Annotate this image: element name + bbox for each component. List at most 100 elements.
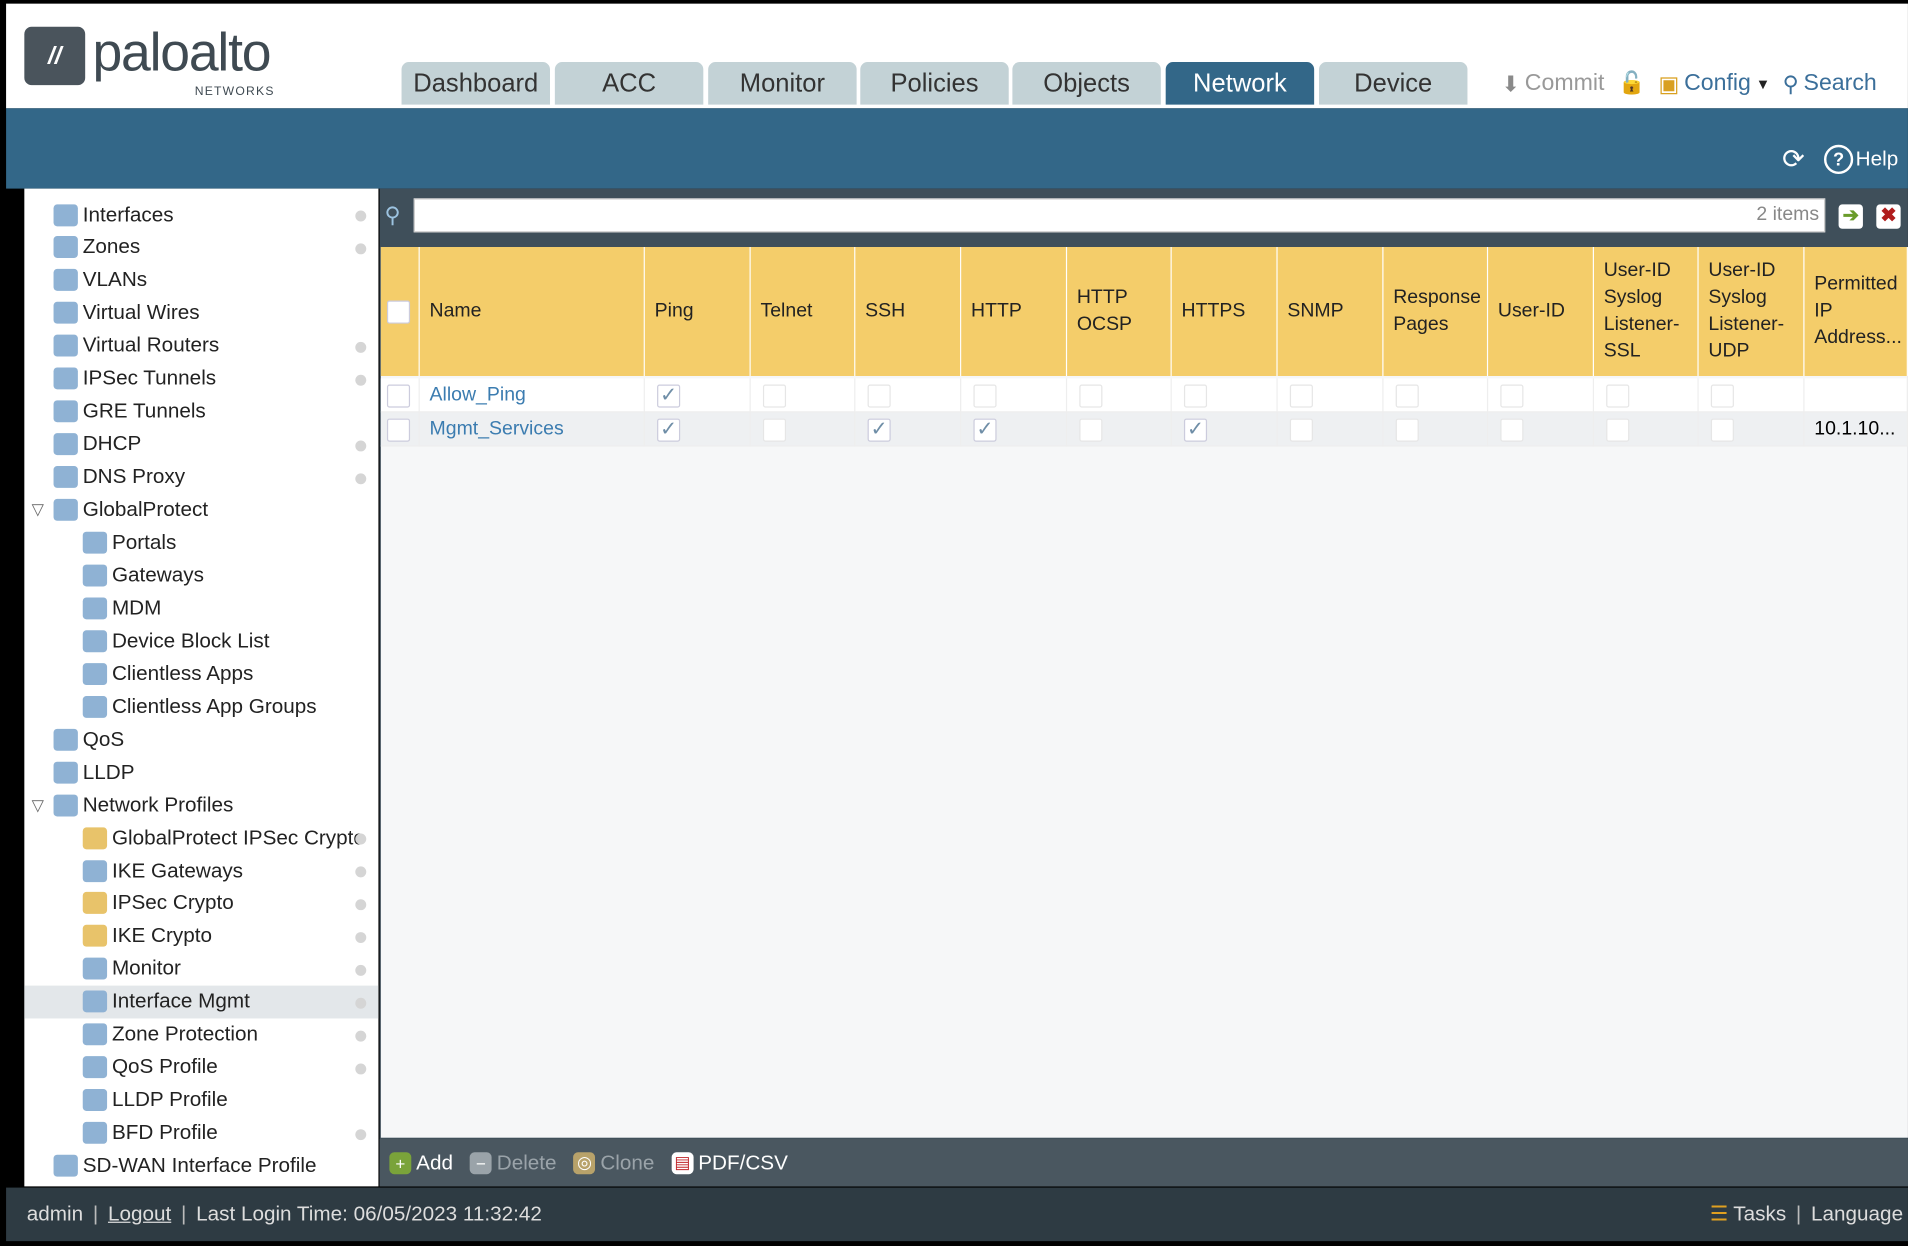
row-checkbox[interactable] bbox=[386, 417, 411, 442]
sidebar-item-zones[interactable]: Zones bbox=[24, 231, 378, 264]
sidebar-item-vlans[interactable]: VLANs bbox=[24, 264, 378, 297]
sidebar-item-ike-gateways[interactable]: IKE Gateways bbox=[24, 854, 378, 887]
device-block-list-icon bbox=[82, 630, 108, 653]
column-header[interactable]: Response Pages bbox=[1383, 247, 1489, 376]
unchecked-checkbox-icon bbox=[1183, 383, 1208, 408]
tab-dashboard[interactable]: Dashboard bbox=[401, 62, 550, 105]
sidebar-item-ipsec-crypto[interactable]: IPSec Crypto bbox=[24, 887, 378, 920]
check-cell bbox=[1067, 412, 1172, 447]
column-header[interactable]: HTTP bbox=[961, 247, 1068, 376]
table-row[interactable]: Mgmt_Services ✓ ✓ ✓ ✓ 10.1.10... bbox=[380, 412, 1908, 447]
check-cell bbox=[1594, 412, 1699, 447]
sidebar-item-globalprotect-ipsec-crypto[interactable]: GlobalProtect IPSec Crypto bbox=[24, 821, 378, 854]
clear-filter-icon[interactable]: ✖ bbox=[1876, 204, 1901, 229]
table-row[interactable]: Allow_Ping ✓ bbox=[380, 378, 1908, 413]
sidebar-item-virtual-routers[interactable]: Virtual Routers bbox=[24, 330, 378, 363]
search-label: Search bbox=[1803, 70, 1877, 97]
checked-checkbox-icon: ✓ bbox=[1183, 417, 1208, 442]
tasks-link[interactable]: ☰ Tasks bbox=[1710, 1202, 1786, 1226]
select-all-checkbox[interactable] bbox=[386, 299, 411, 324]
sidebar-item-dhcp[interactable]: DHCP bbox=[24, 428, 378, 461]
column-header[interactable]: User-ID Syslog Listener-SSL bbox=[1594, 247, 1699, 376]
sidebar-item-clientless-apps[interactable]: Clientless Apps bbox=[24, 657, 378, 690]
sidebar-item-lldp-profile[interactable]: LLDP Profile bbox=[24, 1084, 378, 1117]
tab-policies[interactable]: Policies bbox=[860, 62, 1009, 105]
tab-monitor[interactable]: Monitor bbox=[708, 62, 857, 105]
search-button[interactable]: ⚲ Search bbox=[1783, 71, 1877, 98]
action-bar: + Add − Delete ◎ Clone ▤ PDF/CSV bbox=[379, 1138, 1908, 1187]
checked-checkbox-icon: ✓ bbox=[973, 417, 997, 442]
sidebar-item-clientless-app-groups[interactable]: Clientless App Groups bbox=[24, 690, 378, 723]
sidebar-item-zone-protection[interactable]: Zone Protection bbox=[24, 1018, 378, 1051]
column-header[interactable]: Permitted IP Address... bbox=[1804, 247, 1908, 376]
help-link[interactable]: Help bbox=[1855, 147, 1899, 171]
sidebar-item-gre-tunnels[interactable]: GRE Tunnels bbox=[24, 395, 378, 428]
tab-network[interactable]: Network bbox=[1165, 62, 1315, 105]
sidebar-item-portals[interactable]: Portals bbox=[24, 526, 378, 559]
tab-device[interactable]: Device bbox=[1319, 62, 1468, 105]
sidebar-item-mdm[interactable]: MDM bbox=[24, 592, 378, 625]
sidebar-item-virtual-wires[interactable]: Virtual Wires bbox=[24, 297, 378, 330]
column-header[interactable]: User-ID Syslog Listener-UDP bbox=[1698, 247, 1805, 376]
tab-objects[interactable]: Objects bbox=[1012, 62, 1161, 105]
clone-button[interactable]: ◎ Clone bbox=[573, 1150, 654, 1174]
sidebar-item-label: Portals bbox=[111, 530, 177, 554]
sidebar-item-label: Zones bbox=[82, 235, 141, 259]
sidebar-item-label: VLANs bbox=[82, 268, 148, 292]
sidebar-item-interface-mgmt[interactable]: Interface Mgmt bbox=[24, 985, 379, 1019]
profile-name-link[interactable]: Allow_Ping bbox=[429, 384, 526, 406]
column-header[interactable]: HTTP OCSP bbox=[1067, 247, 1172, 376]
sdwan-icon bbox=[53, 1154, 78, 1177]
refresh-icon[interactable]: ⟳ bbox=[1782, 143, 1805, 175]
sidebar-item-dns-proxy[interactable]: DNS Proxy bbox=[24, 461, 378, 494]
column-header[interactable]: HTTPS bbox=[1171, 247, 1278, 376]
sidebar-item-sd-wan-interface-profile[interactable]: SD-WAN Interface Profile bbox=[24, 1149, 378, 1182]
lock-icon: 🔓 bbox=[1618, 70, 1646, 95]
check-cell: ✓ bbox=[645, 412, 751, 447]
lock-button[interactable]: 🔓 bbox=[1618, 71, 1645, 97]
expand-toggle-icon[interactable]: ▽ bbox=[31, 795, 44, 814]
sidebar-item-network-profiles[interactable]: ▽ Network Profiles bbox=[24, 789, 378, 822]
commit-button[interactable]: ⬇ Commit bbox=[1502, 71, 1605, 98]
sidebar-item-bfd-profile[interactable]: BFD Profile bbox=[24, 1117, 378, 1150]
config-menu[interactable]: ▣ Config ▼ bbox=[1658, 71, 1770, 98]
sidebar-item-monitor[interactable]: Monitor bbox=[24, 953, 378, 986]
status-dot bbox=[355, 997, 367, 1009]
sidebar-item-gateways[interactable]: Gateways bbox=[24, 559, 378, 592]
language-link[interactable]: Language bbox=[1811, 1202, 1904, 1226]
column-header[interactable]: User-ID bbox=[1488, 247, 1595, 376]
add-button[interactable]: + Add bbox=[389, 1150, 453, 1174]
delete-button[interactable]: − Delete bbox=[469, 1150, 557, 1174]
config-label: Config bbox=[1684, 70, 1751, 97]
row-checkbox[interactable] bbox=[386, 383, 411, 408]
sidebar-item-interfaces[interactable]: Interfaces bbox=[24, 198, 378, 231]
column-header[interactable]: SSH bbox=[855, 247, 962, 376]
sidebar-item-ike-crypto[interactable]: IKE Crypto bbox=[24, 920, 378, 953]
sidebar-item-label: IPSec Crypto bbox=[111, 891, 234, 915]
column-header[interactable]: Telnet bbox=[750, 247, 856, 376]
column-header[interactable]: Name bbox=[419, 247, 645, 376]
sidebar-item-ipsec-tunnels[interactable]: IPSec Tunnels bbox=[24, 362, 378, 395]
lock-icon bbox=[82, 892, 108, 915]
column-header[interactable]: SNMP bbox=[1277, 247, 1384, 376]
item-count: 2 items bbox=[1756, 204, 1820, 226]
logo-mark-icon: // bbox=[24, 26, 86, 86]
sidebar-item-lldp[interactable]: LLDP bbox=[24, 756, 378, 789]
logout-link[interactable]: Logout bbox=[107, 1202, 172, 1226]
tab-acc[interactable]: ACC bbox=[554, 62, 704, 105]
sidebar-item-device-block-list[interactable]: Device Block List bbox=[24, 625, 378, 658]
network-profiles-icon bbox=[53, 794, 78, 816]
sidebar-item-qos[interactable]: QoS bbox=[24, 723, 378, 756]
sidebar-item-qos-profile[interactable]: QoS Profile bbox=[24, 1051, 378, 1084]
sidebar-item-label: GRE Tunnels bbox=[82, 399, 206, 423]
expand-toggle-icon[interactable]: ▽ bbox=[31, 500, 44, 519]
profile-name-link[interactable]: Mgmt_Services bbox=[429, 418, 564, 440]
column-header[interactable]: Ping bbox=[644, 247, 751, 376]
checked-checkbox-icon: ✓ bbox=[657, 383, 681, 408]
apply-filter-icon[interactable]: ➔ bbox=[1838, 204, 1863, 229]
help-icon[interactable]: ? bbox=[1824, 144, 1854, 175]
sidebar-item-globalprotect[interactable]: ▽ GlobalProtect bbox=[24, 493, 378, 526]
filter-input[interactable]: 2 items bbox=[413, 198, 1826, 233]
globalprotect-icon bbox=[53, 498, 78, 521]
pdf-csv-button[interactable]: ▤ PDF/CSV bbox=[671, 1150, 788, 1174]
